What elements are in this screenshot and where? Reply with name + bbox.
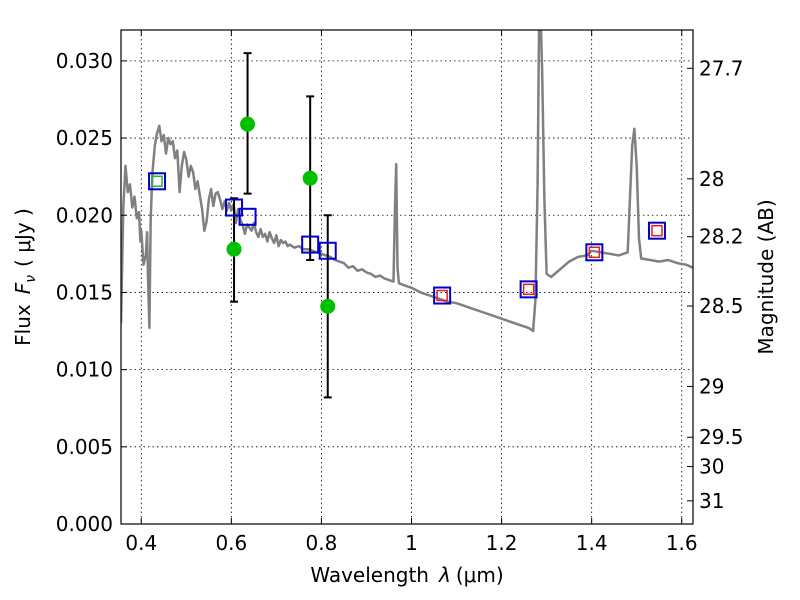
series-layer bbox=[121, 30, 693, 399]
observed-flux-point bbox=[320, 298, 336, 314]
y2-tick-label: 31 bbox=[699, 489, 724, 513]
x-tick-label: 1.4 bbox=[576, 531, 608, 555]
y2-tick-label: 28.5 bbox=[699, 294, 744, 318]
x-tick-label: 0.8 bbox=[306, 531, 338, 555]
y-tick-label: 0.010 bbox=[56, 358, 113, 382]
y-tick-label: 0.015 bbox=[56, 280, 113, 304]
model-photometry-square bbox=[647, 221, 666, 240]
y-tick-label: 0.005 bbox=[56, 435, 113, 459]
y-axis-title: FluxFν( μJy ) bbox=[11, 208, 39, 346]
inner-photometry-square bbox=[151, 175, 163, 188]
model-photometry-square bbox=[318, 241, 337, 260]
model-photometry-square bbox=[519, 280, 538, 299]
model-photometry-square bbox=[148, 172, 167, 191]
y-tick-label: 0.030 bbox=[56, 49, 113, 73]
x-tick-label: 0.4 bbox=[125, 531, 157, 555]
model-photometry-square bbox=[585, 243, 604, 262]
model-photometry-square bbox=[225, 198, 244, 217]
x-tick-label: 1.2 bbox=[486, 531, 518, 555]
grid bbox=[121, 30, 693, 525]
y2-tick-label: 30 bbox=[699, 455, 724, 479]
model-photometry-square bbox=[433, 286, 452, 305]
y-tick-label: 0.000 bbox=[56, 512, 113, 536]
y2-tick-label: 28 bbox=[699, 167, 724, 191]
model-photometry-square bbox=[301, 235, 320, 254]
inner-photometry-square bbox=[522, 283, 535, 296]
y2-tick-label: 29.5 bbox=[699, 425, 744, 449]
x-tick-label: 0.6 bbox=[215, 531, 247, 555]
inner-photometry-square bbox=[651, 224, 663, 237]
model-photometry-square bbox=[238, 207, 257, 226]
y2-tick-label: 29 bbox=[699, 374, 724, 398]
y-tick-label: 0.025 bbox=[56, 126, 113, 150]
observed-flux-point bbox=[302, 170, 318, 186]
x-tick-label: 1.6 bbox=[666, 531, 698, 555]
plot-frame bbox=[120, 29, 694, 525]
y2-axis-title: Magnitude (AB) bbox=[754, 199, 778, 354]
y2-tick-label: 27.7 bbox=[699, 56, 744, 80]
x-tick-label: 1 bbox=[405, 531, 418, 555]
ticks: 0.4 0.6 0.8 1 1.2 1.4 1.6 0.000 0.005 0.010 0.015 0… bbox=[56, 30, 744, 555]
observed-flux-point bbox=[226, 241, 242, 257]
observed-flux-point bbox=[240, 116, 256, 132]
x-axis-title: Wavelength λ (μm) bbox=[310, 563, 503, 587]
sed-model-line bbox=[121, 30, 693, 333]
y2-tick-label: 28.2 bbox=[699, 225, 744, 249]
y-tick-label: 0.020 bbox=[56, 203, 113, 227]
inner-photometry-square bbox=[588, 246, 601, 259]
inner-photometry-square bbox=[436, 289, 448, 302]
